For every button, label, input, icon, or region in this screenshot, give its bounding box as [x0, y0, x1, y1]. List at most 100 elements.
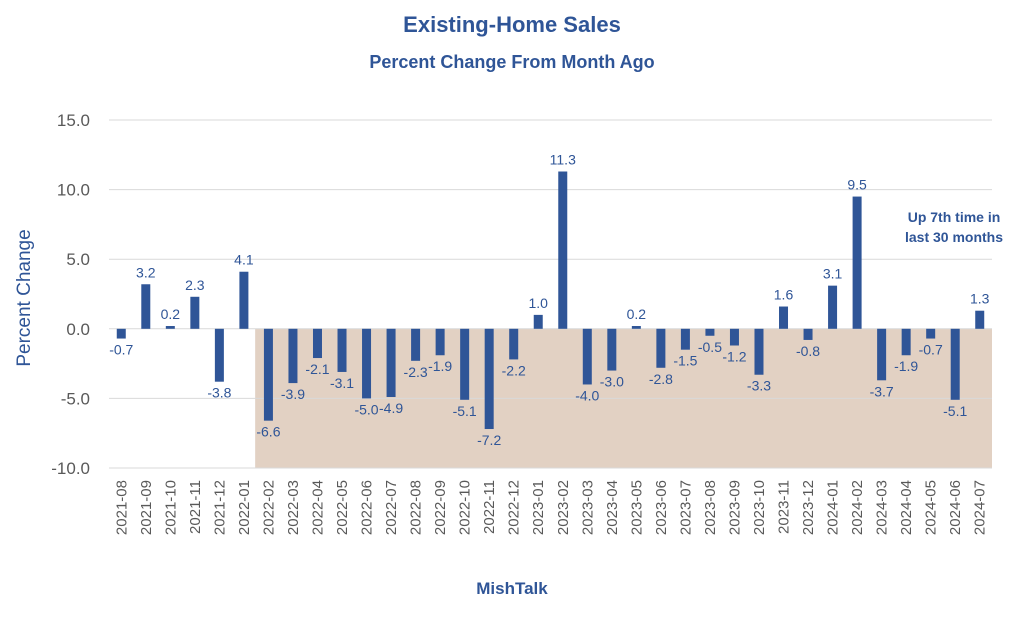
data-label: -3.0 — [600, 374, 624, 390]
data-label: -1.9 — [428, 358, 452, 374]
data-label: 4.1 — [234, 252, 254, 268]
annotation-line-2: last 30 months — [905, 229, 1003, 245]
data-label: -3.1 — [330, 375, 354, 391]
bar — [288, 328, 298, 384]
bar — [362, 328, 372, 399]
data-label: -3.7 — [870, 383, 894, 399]
x-tick-label: 2023-04 — [604, 480, 621, 535]
x-tick-label: 2022-11 — [481, 480, 498, 534]
x-tick-label: 2023-12 — [800, 480, 817, 535]
x-tick-label: 2021-10 — [162, 480, 179, 535]
annotation-line-1: Up 7th time in — [908, 209, 1001, 225]
data-label: -5.1 — [453, 403, 477, 419]
data-label: -1.5 — [673, 353, 697, 369]
bar — [190, 296, 200, 329]
bar — [852, 196, 862, 329]
data-label: -5.1 — [943, 403, 967, 419]
bar — [582, 328, 592, 385]
data-label: -7.2 — [477, 432, 501, 448]
data-label: -3.3 — [747, 378, 771, 394]
data-label: 1.6 — [774, 287, 794, 303]
bar — [705, 328, 715, 336]
x-tick-label: 2024-05 — [923, 480, 940, 535]
x-tick-label: 2023-03 — [579, 480, 596, 535]
x-tick-label: 2023-01 — [530, 480, 547, 535]
x-axis-ticks: 2021-08 2021-09 2021-10 2021-11 2021-12 2022-… — [113, 480, 988, 535]
y-tick-label: 10.0 — [57, 181, 90, 200]
data-label: -3.9 — [281, 386, 305, 402]
x-tick-label: 2022-07 — [383, 480, 400, 535]
data-label: 0.2 — [161, 306, 181, 322]
data-label: -0.8 — [796, 343, 820, 359]
bar — [460, 328, 470, 400]
bar — [509, 328, 519, 360]
data-label: -2.2 — [502, 362, 526, 378]
bar — [263, 328, 273, 421]
bars — [116, 171, 985, 430]
bar — [729, 328, 739, 346]
bar — [779, 306, 789, 329]
x-tick-label: 2023-09 — [726, 480, 743, 535]
data-label: -4.0 — [575, 387, 599, 403]
x-tick-label: 2022-03 — [285, 480, 302, 535]
x-tick-label: 2023-08 — [702, 480, 719, 535]
data-label: -2.8 — [649, 371, 673, 387]
data-label: 9.5 — [847, 177, 867, 193]
data-label: 1.0 — [529, 295, 549, 311]
x-tick-label: 2023-07 — [677, 480, 694, 535]
bar — [975, 310, 985, 329]
x-tick-label: 2022-12 — [506, 480, 523, 535]
x-tick-label: 2021-09 — [138, 480, 155, 535]
data-label: -4.9 — [379, 400, 403, 416]
data-label: -3.8 — [207, 385, 231, 401]
bar — [411, 328, 421, 361]
x-tick-label: 2021-12 — [211, 480, 228, 535]
chart-subtitle: Percent Change From Month Ago — [369, 52, 654, 72]
x-tick-label: 2023-10 — [751, 480, 768, 535]
bar — [558, 171, 568, 329]
data-label: -2.1 — [305, 361, 329, 377]
bar — [754, 328, 764, 375]
data-label: -0.7 — [109, 342, 133, 358]
bar — [680, 328, 690, 350]
x-tick-label: 2024-07 — [972, 480, 989, 535]
bar — [607, 328, 617, 371]
x-axis-label: MishTalk — [476, 579, 548, 598]
data-label: 1.3 — [970, 291, 990, 307]
chart-title: Existing-Home Sales — [403, 12, 621, 37]
x-tick-label: 2022-10 — [457, 480, 474, 535]
x-tick-label: 2024-03 — [874, 480, 891, 535]
y-tick-label: 15.0 — [57, 111, 90, 130]
y-axis-label: Percent Change — [14, 229, 35, 366]
data-label: 0.2 — [627, 306, 647, 322]
data-label: 3.2 — [136, 264, 156, 280]
data-label: 11.3 — [550, 152, 576, 168]
data-labels: -0.73.20.22.3-3.84.1-6.6-3.9-2.1-3.1-5.0… — [109, 152, 989, 449]
bar — [926, 328, 936, 339]
data-label: -0.7 — [919, 342, 943, 358]
bar — [214, 328, 224, 382]
data-label: 2.3 — [185, 277, 205, 293]
y-tick-label: -5.0 — [61, 389, 90, 408]
bar — [337, 328, 347, 372]
bar — [533, 314, 543, 329]
x-tick-label: 2023-02 — [555, 480, 572, 535]
x-tick-label: 2021-11 — [187, 480, 204, 534]
data-label: 3.1 — [823, 266, 843, 282]
data-label: -1.2 — [722, 349, 746, 365]
y-tick-label: -10.0 — [51, 459, 90, 478]
x-tick-label: 2022-08 — [408, 480, 425, 535]
x-tick-label: 2024-02 — [849, 480, 866, 535]
data-label: -5.0 — [354, 401, 378, 417]
x-tick-label: 2024-04 — [898, 480, 915, 535]
bar — [239, 271, 249, 329]
bar — [901, 328, 911, 356]
bar — [484, 328, 494, 430]
x-tick-label: 2024-01 — [825, 480, 842, 535]
x-tick-label: 2023-05 — [628, 480, 645, 535]
x-tick-label: 2022-06 — [359, 480, 376, 535]
data-label: -1.9 — [894, 358, 918, 374]
bar — [141, 284, 151, 329]
bar — [877, 328, 887, 381]
data-label: -2.3 — [404, 364, 428, 380]
